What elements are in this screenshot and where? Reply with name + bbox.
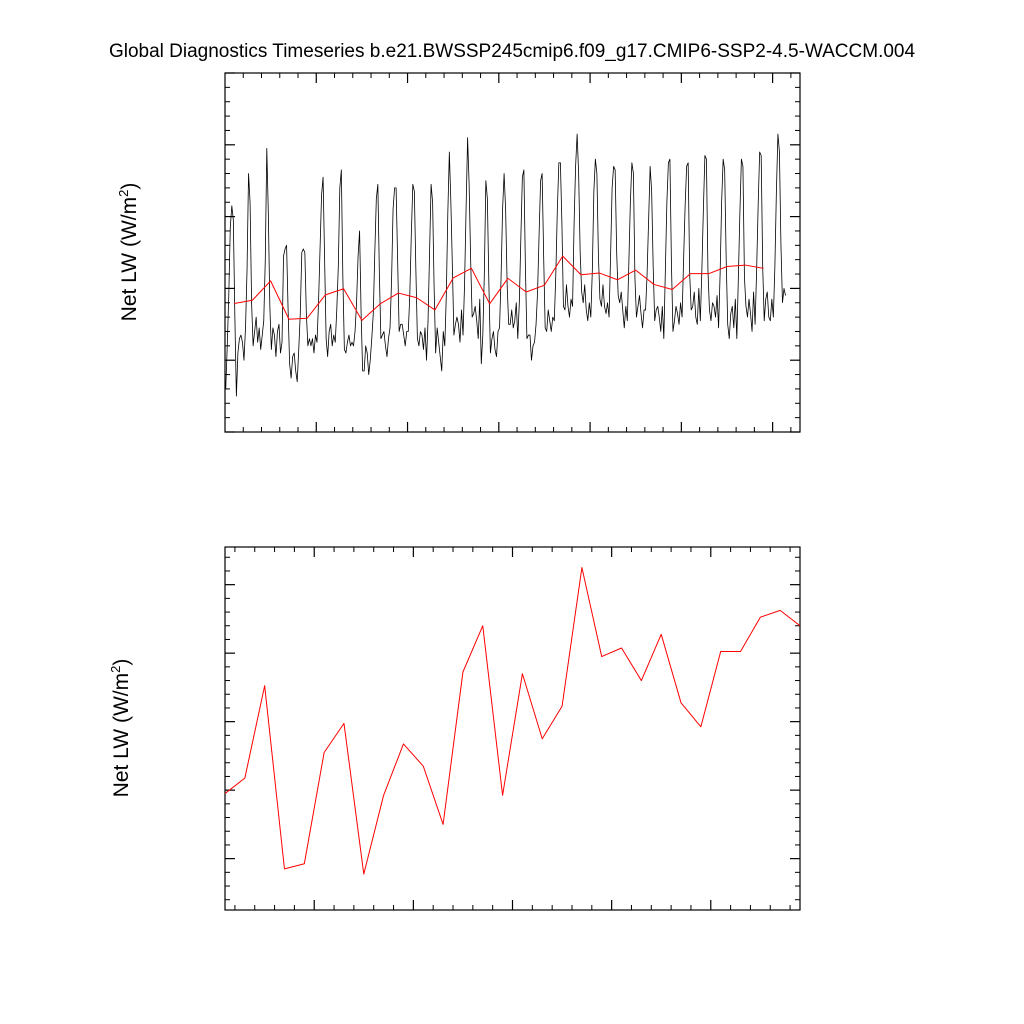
top-panel: Net LW (W/m2) [116,72,801,433]
y-axis-title: Net LW (W/m2) [116,183,141,322]
y-axis-title-text: Net LW (W/m [110,673,133,797]
monthly-series-line [225,133,786,397]
annual-series-line [225,567,800,875]
y-axis-title-close: ) [118,183,141,190]
y-axis-title: Net LW (W/m2) [108,659,133,798]
bottom-panel: Net LW (W/m2) [108,546,801,911]
y-axis-title-close: ) [110,659,133,666]
y-axis-title-text: Net LW (W/m [118,197,141,321]
y-axis-title-superscript: 2 [108,666,123,673]
y-axis-title-superscript: 2 [116,190,131,197]
plot-frame [224,546,801,911]
figure-title: Global Diagnostics Timeseries b.e21.BWSS… [109,41,916,62]
plot-frame [224,72,801,433]
annual-series-line [234,255,764,321]
